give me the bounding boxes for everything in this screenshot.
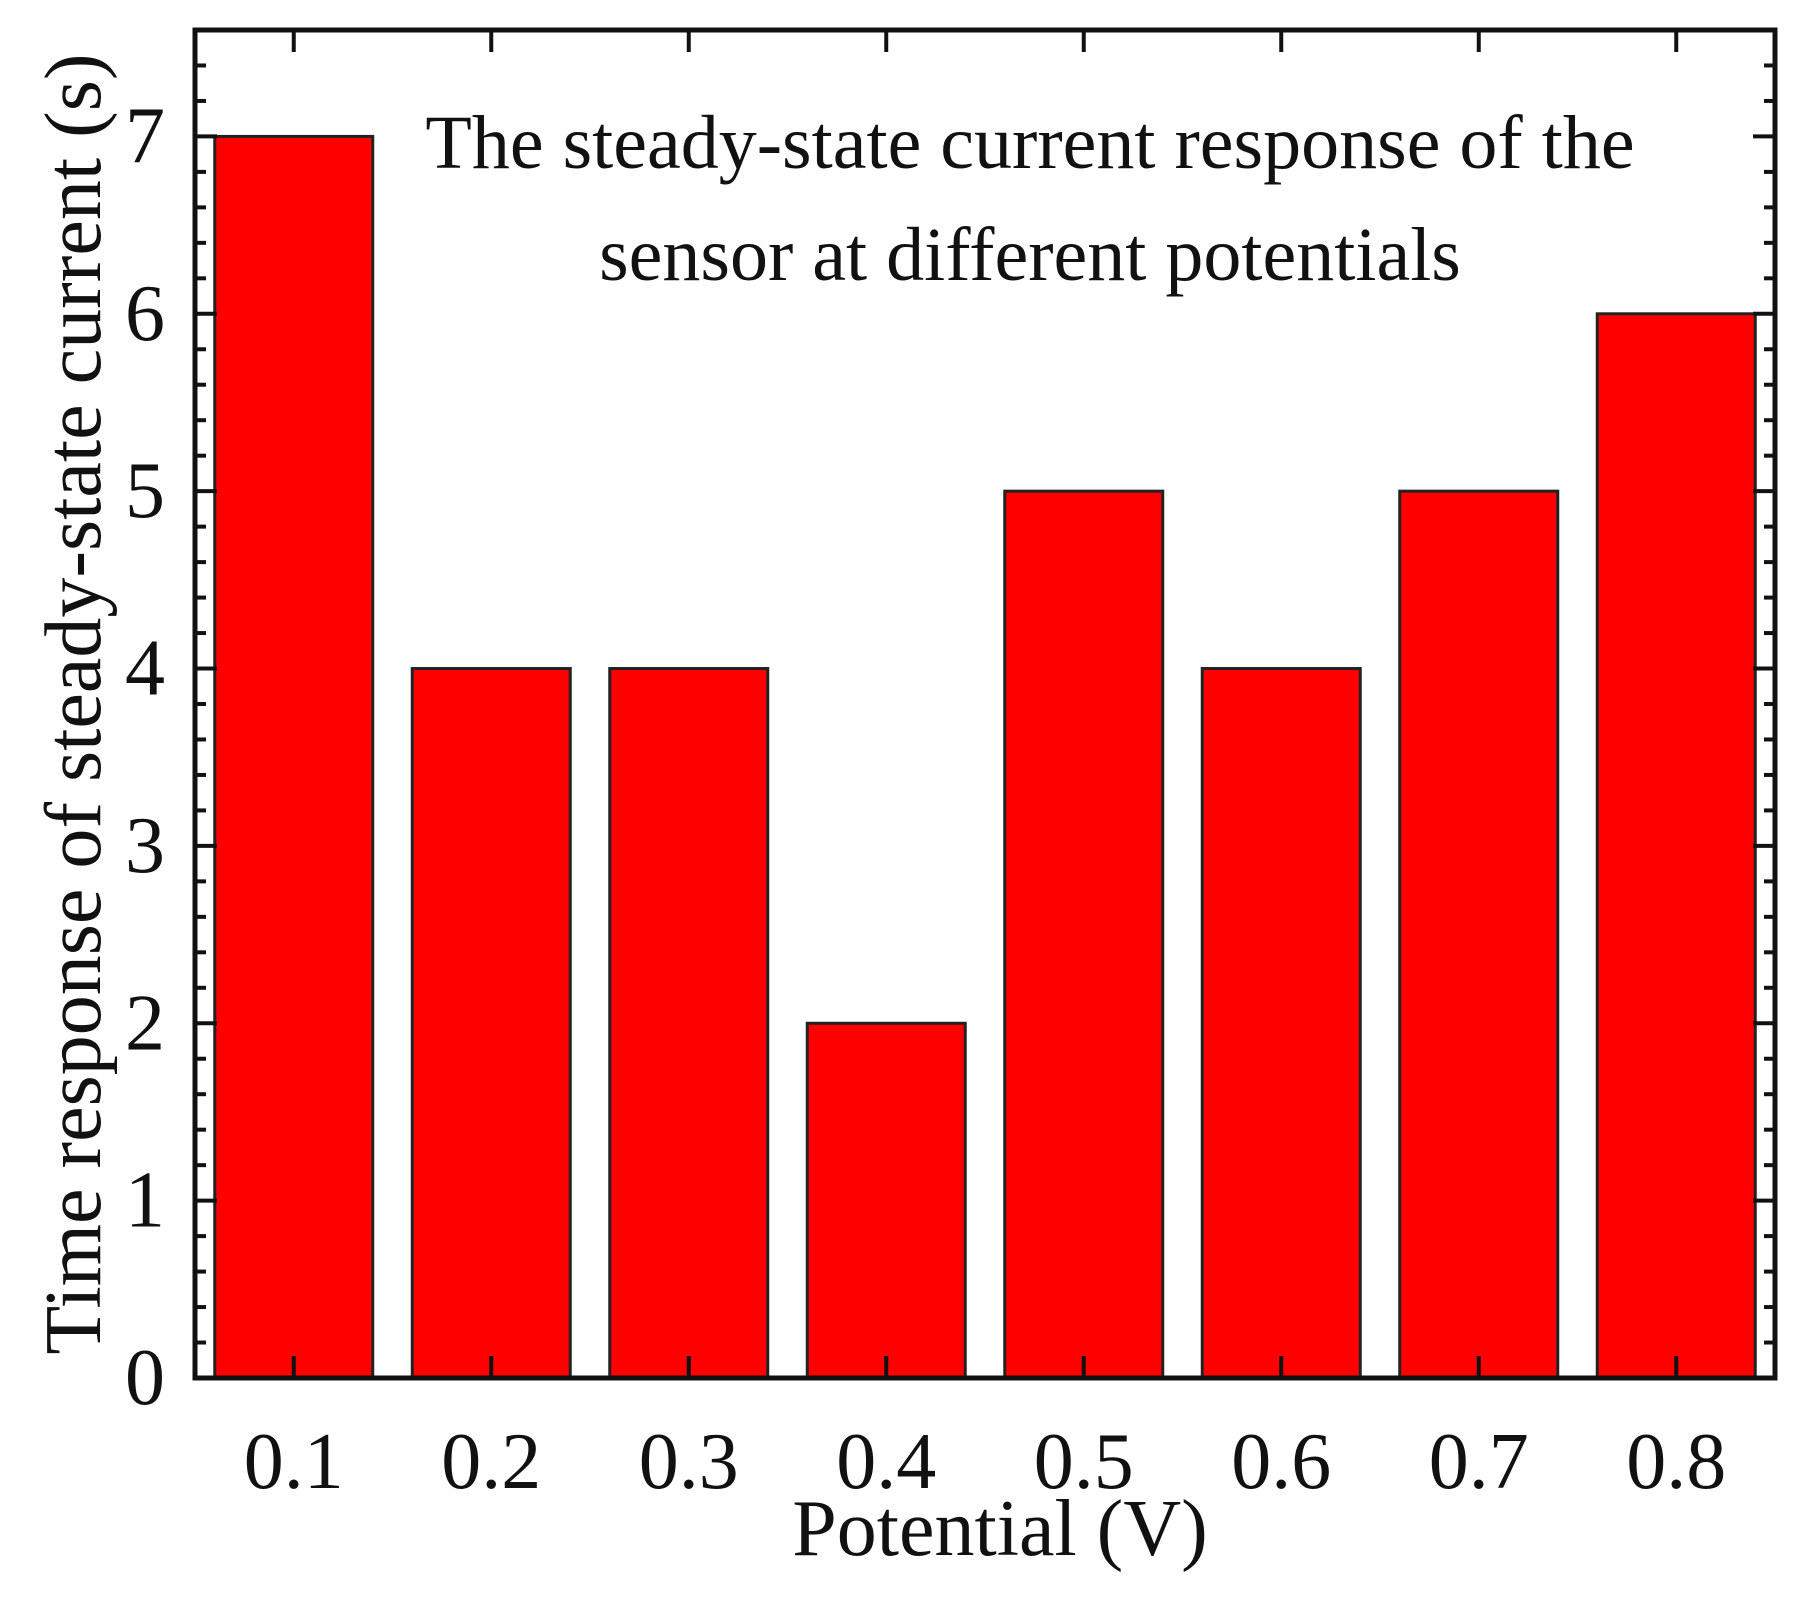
- labels-layer: 0 1 2 3 4 5 6 7 0.1 0.2 0.3 0.4 0.5 0.6 0.7 0.8: [125, 92, 1726, 1506]
- ticks-layer: [195, 28, 1775, 1380]
- x-tick-label: 0.4: [836, 1418, 936, 1506]
- x-tick-label: 0.8: [1626, 1418, 1726, 1506]
- x-tick-label: 0.2: [441, 1418, 541, 1506]
- y-tick-label: 3: [125, 802, 165, 890]
- bars-layer: [213, 134, 1757, 1380]
- chart-title-line-2: sensor at different potentials: [599, 213, 1461, 297]
- bar-0.1: [213, 134, 375, 1380]
- chart-title-line-1: The steady-state current response of the: [425, 101, 1634, 185]
- x-tick-label: 0.7: [1429, 1418, 1529, 1506]
- bar-0.4: [805, 1021, 967, 1380]
- bar-0.7: [1398, 489, 1560, 1380]
- y-tick-label: 0: [125, 1334, 165, 1422]
- x-tick-label: 0.3: [639, 1418, 739, 1506]
- bar-0.8: [1595, 312, 1757, 1380]
- y-axis-title: Time response of steady-state current (s…: [30, 53, 118, 1354]
- x-tick-label: 0.1: [244, 1418, 344, 1506]
- y-tick-label: 4: [125, 625, 165, 713]
- bar-0.3: [608, 667, 770, 1380]
- y-tick-label: 5: [125, 447, 165, 535]
- x-tick-label: 0.6: [1231, 1418, 1331, 1506]
- y-tick-label: 7: [125, 92, 165, 180]
- bar-0.5: [1003, 489, 1165, 1380]
- x-axis-title: Potential (V): [792, 1485, 1207, 1573]
- bar-0.6: [1200, 667, 1362, 1380]
- y-tick-label: 1: [125, 1157, 165, 1245]
- chart-title: The steady-state current response of the…: [425, 101, 1634, 297]
- bar-0.2: [410, 667, 572, 1380]
- y-tick-label: 2: [125, 979, 165, 1067]
- y-tick-label: 6: [125, 270, 165, 358]
- x-tick-label: 0.5: [1034, 1418, 1134, 1506]
